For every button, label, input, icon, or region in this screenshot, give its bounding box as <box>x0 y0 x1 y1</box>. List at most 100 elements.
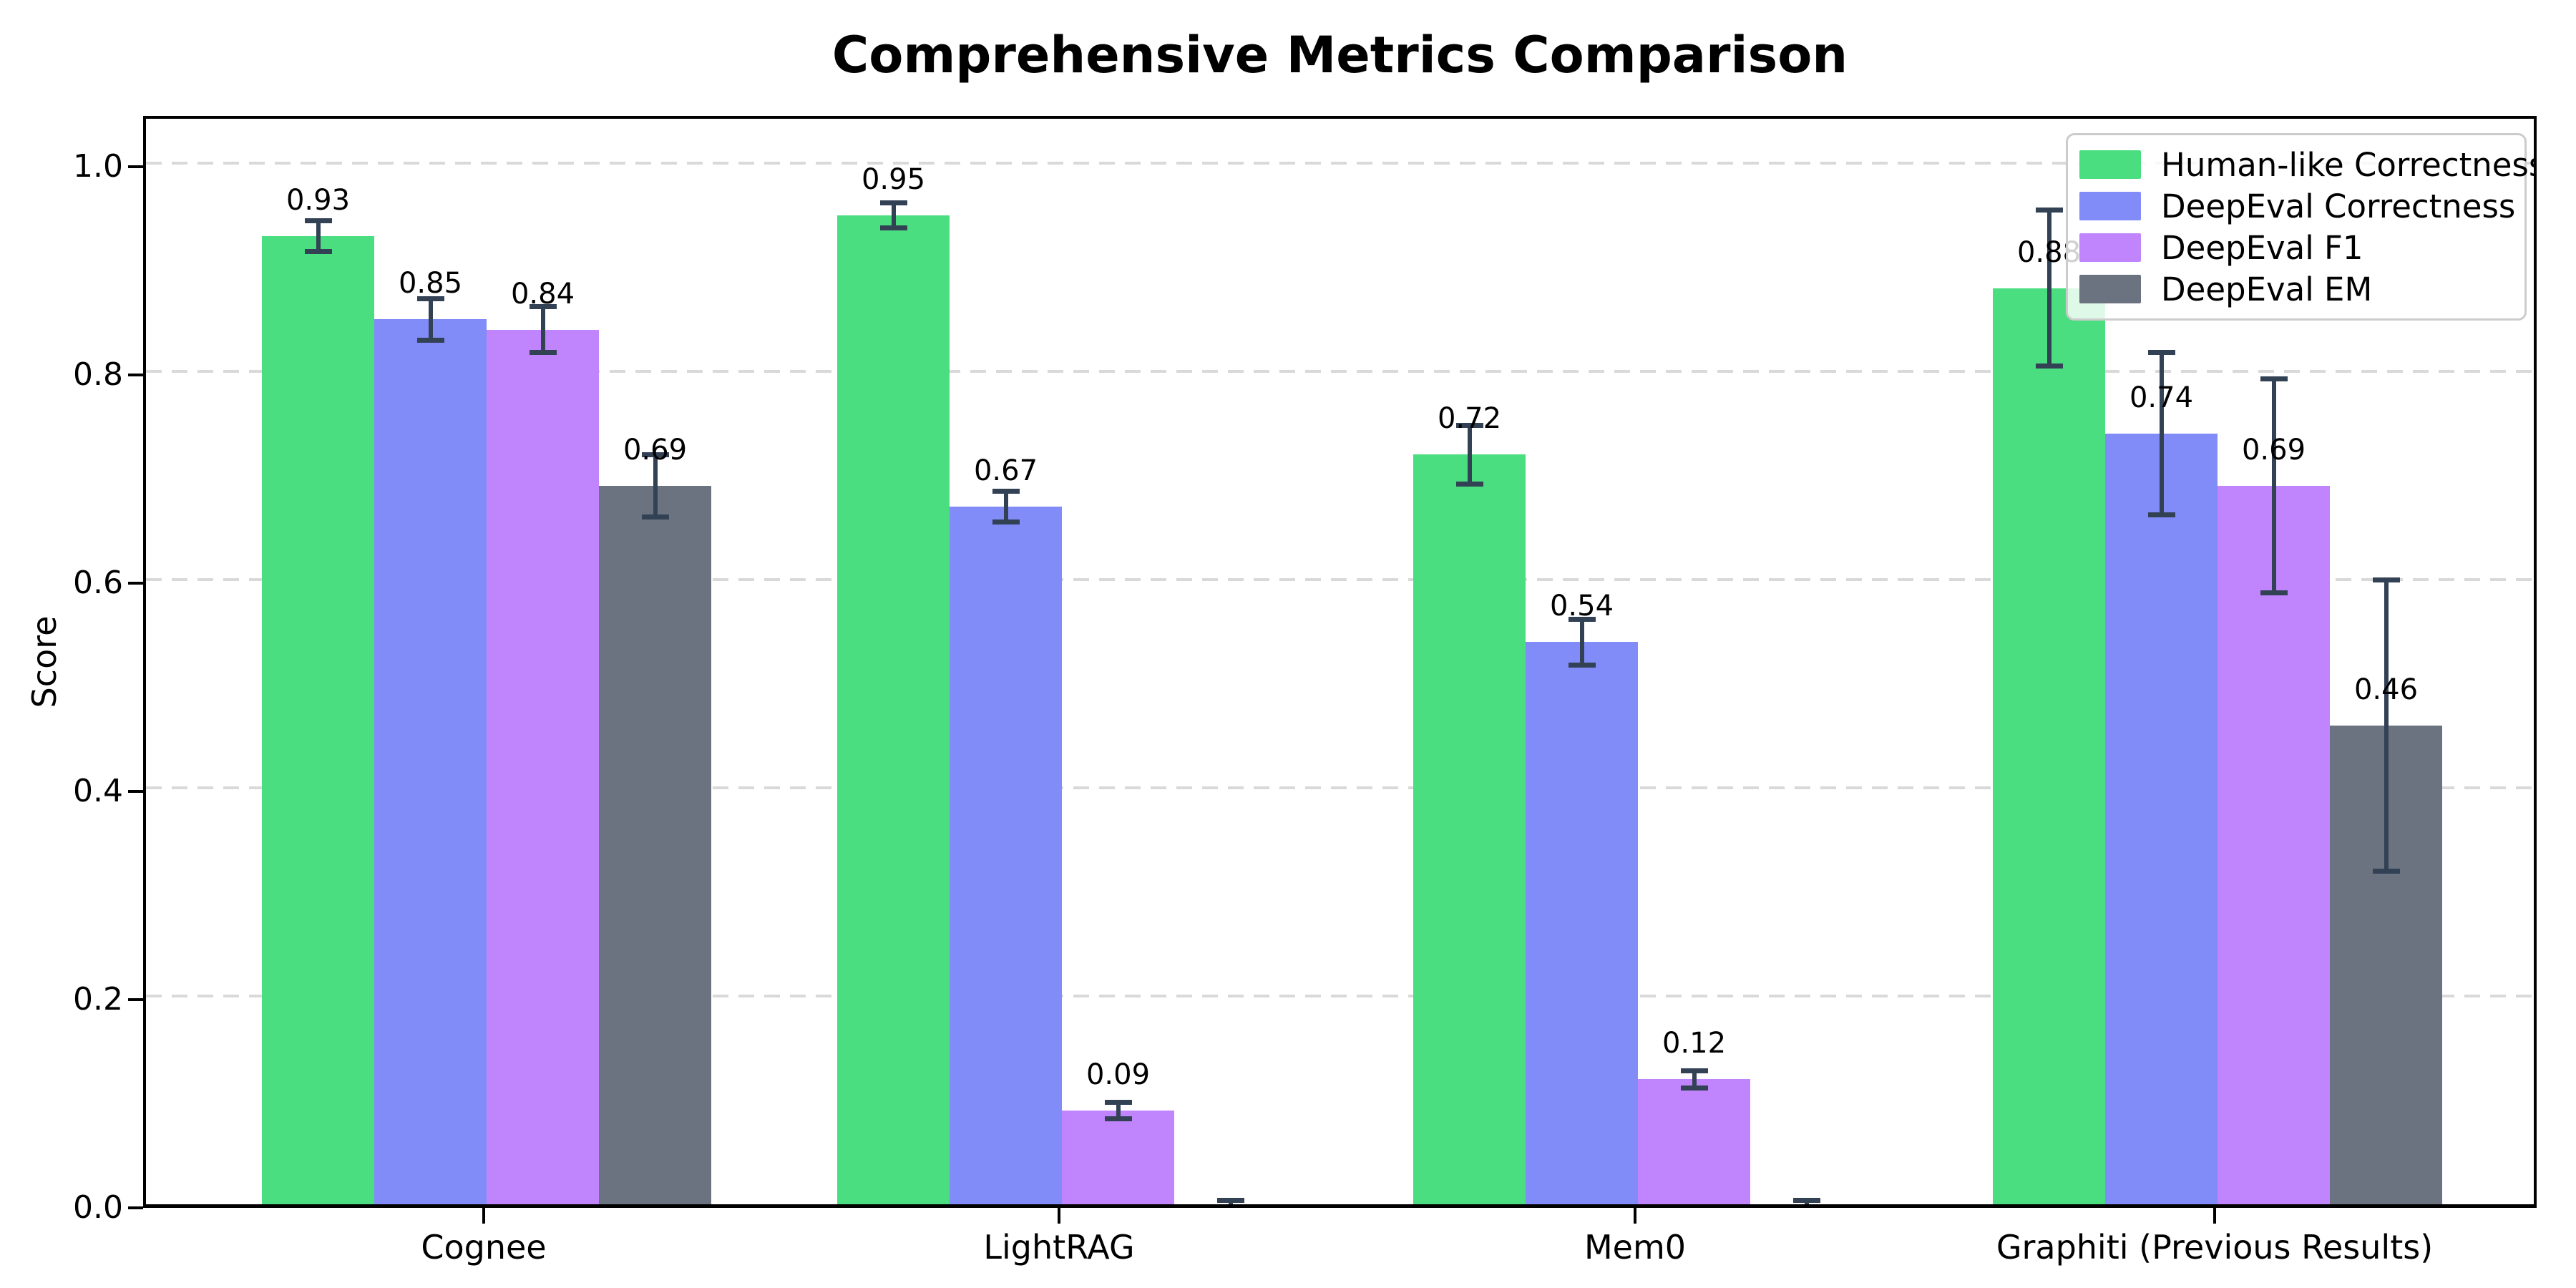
gridline-0.6 <box>146 578 2534 581</box>
y-tick-mark-1.0 <box>128 165 143 168</box>
error-bar-lightrag-series-1 <box>1003 491 1008 522</box>
y-tick-mark-0.8 <box>128 374 143 376</box>
legend-swatch-1 <box>2079 192 2141 220</box>
x-tick-mark-lightrag <box>1058 1208 1060 1224</box>
legend-item-0: Human-like Correctness <box>2079 144 2534 185</box>
error-bar-lightrag-series-2 <box>1116 1102 1121 1119</box>
bar-value-label-mem0-s1: 0.54 <box>1549 590 1614 623</box>
y-tick-mark-0.6 <box>128 582 143 585</box>
error-bar-cognee-series-3 <box>653 454 658 517</box>
error-cap-bottom-lightrag-s1 <box>992 519 1020 525</box>
error-cap-bottom-graphiti-previous-results-s2 <box>2260 590 2288 596</box>
bar-value-label-lightrag-s2: 0.09 <box>1085 1058 1151 1092</box>
error-cap-top-lightrag-s0 <box>879 200 907 205</box>
error-cap-top-graphiti-previous-results-s0 <box>2035 207 2063 213</box>
gridline-0.8 <box>146 370 2534 373</box>
error-cap-bottom-lightrag-s2 <box>1104 1116 1132 1122</box>
error-cap-bottom-mem0-s0 <box>1455 481 1483 487</box>
bar-lightrag-series-2 <box>1062 1111 1174 1204</box>
error-cap-top-graphiti-previous-results-s1 <box>2147 350 2175 356</box>
bar-value-label-mem0-s2: 0.12 <box>1662 1027 1727 1060</box>
error-cap-top-mem0-s3 <box>1792 1197 1820 1203</box>
error-cap-top-graphiti-previous-results-s3 <box>2372 577 2400 582</box>
x-tick-label-mem0: Mem0 <box>1584 1228 1687 1267</box>
plot-area: 0.93 0.85 0.84 0.69 0.95 0.67 0.09 0.72 0.54 0.12… <box>143 116 2537 1208</box>
y-axis-label: Score <box>25 615 64 708</box>
x-tick-label-graphiti-previous-results: Graphiti (Previous Results) <box>1996 1228 2434 1267</box>
legend-item-1: DeepEval Correctness <box>2079 185 2517 227</box>
legend-label-3: DeepEval EM <box>2161 270 2373 308</box>
bar-value-label-lightrag-s0: 0.95 <box>861 162 926 196</box>
bar-value-label-mem0-s0: 0.72 <box>1437 402 1502 436</box>
error-cap-bottom-mem0-s2 <box>1680 1085 1708 1091</box>
bar-cognee-series-1 <box>374 319 487 1204</box>
bar-value-label-graphiti-previous-results-s2: 0.69 <box>2241 434 2306 467</box>
x-tick-label-cognee: Cognee <box>421 1228 547 1267</box>
bar-value-label-cognee-s3: 0.69 <box>623 434 688 467</box>
bar-graphiti-previous-results-series-1 <box>2105 434 2218 1204</box>
bar-value-label-cognee-s0: 0.93 <box>286 183 351 217</box>
bar-cognee-series-3 <box>599 486 711 1204</box>
error-bar-mem0-series-0 <box>1467 425 1472 484</box>
x-tick-mark-graphiti-previous-results <box>2213 1208 2216 1224</box>
y-tick-label-0.2: 0.2 <box>73 981 123 1018</box>
chart-title: Comprehensive Metrics Comparison <box>831 26 1848 84</box>
error-bar-mem0-series-1 <box>1579 619 1584 665</box>
error-bar-cognee-series-2 <box>540 306 545 353</box>
error-cap-top-lightrag-s2 <box>1104 1099 1132 1105</box>
gridline-0.2 <box>146 995 2534 997</box>
error-cap-top-cognee-s1 <box>416 296 444 301</box>
bar-mem0-series-0 <box>1413 454 1526 1204</box>
bar-graphiti-previous-results-series-0 <box>1993 288 2105 1204</box>
bar-value-label-graphiti-previous-results-s1: 0.74 <box>2129 381 2194 415</box>
y-tick-label-0.8: 0.8 <box>73 356 123 393</box>
gridline-1.0 <box>146 162 2534 165</box>
error-cap-top-mem0-s0 <box>1455 423 1483 429</box>
bar-value-label-lightrag-s1: 0.67 <box>973 454 1038 488</box>
error-cap-top-mem0-s1 <box>1568 616 1596 622</box>
bar-cognee-series-2 <box>487 329 599 1204</box>
x-tick-label-lightrag: LightRAG <box>983 1228 1135 1267</box>
error-cap-top-mem0-s2 <box>1680 1068 1708 1074</box>
legend-item-3: DeepEval EM <box>2079 268 2517 310</box>
bar-value-label-cognee-s2: 0.84 <box>510 277 575 311</box>
error-bar-cognee-series-0 <box>316 220 321 252</box>
x-tick-mark-mem0 <box>1634 1208 1636 1224</box>
y-tick-mark-0.4 <box>128 790 143 793</box>
error-cap-bottom-cognee-s2 <box>529 350 557 356</box>
legend-swatch-0 <box>2079 150 2141 179</box>
y-tick-label-1.0: 1.0 <box>73 148 123 185</box>
bar-mem0-series-1 <box>1526 642 1638 1204</box>
error-cap-bottom-mem0-s1 <box>1568 662 1596 668</box>
legend: Human-like Correctness DeepEval Correctne… <box>2066 133 2534 321</box>
legend-label-0: Human-like Correctness <box>2161 145 2537 184</box>
bar-group-cognee: 0.93 0.85 0.84 0.69 <box>262 119 711 1204</box>
bar-value-label-graphiti-previous-results-s3: 0.46 <box>2353 673 2419 706</box>
legend-label-2: DeepEval F1 <box>2161 228 2363 267</box>
x-tick-mark-cognee <box>482 1208 485 1224</box>
error-cap-bottom-cognee-s3 <box>641 514 669 520</box>
error-cap-bottom-mem0-s3 <box>1793 1206 1820 1208</box>
bar-mem0-series-2 <box>1638 1079 1750 1204</box>
error-cap-bottom-cognee-s1 <box>416 337 444 343</box>
error-bar-mem0-series-2 <box>1692 1070 1697 1088</box>
error-cap-bottom-graphiti-previous-results-s3 <box>2372 868 2400 874</box>
y-tick-label-0.0: 0.0 <box>73 1189 123 1226</box>
error-cap-top-cognee-s0 <box>304 218 332 223</box>
bar-graphiti-previous-results-series-2 <box>2218 486 2330 1204</box>
legend-item-2: DeepEval F1 <box>2079 227 2517 268</box>
error-bar-graphiti-previous-results-series-1 <box>2159 352 2164 515</box>
bar-group-lightrag: 0.95 0.67 0.09 <box>837 119 1287 1204</box>
y-tick-label-0.6: 0.6 <box>73 565 123 601</box>
error-cap-bottom-lightrag-s0 <box>879 225 907 230</box>
bar-value-label-cognee-s1: 0.85 <box>398 267 463 301</box>
legend-swatch-3 <box>2079 275 2141 303</box>
error-cap-bottom-graphiti-previous-results-s1 <box>2147 512 2175 518</box>
gridline-0.4 <box>146 786 2534 789</box>
legend-label-1: DeepEval Correctness <box>2161 187 2516 225</box>
error-cap-bottom-graphiti-previous-results-s0 <box>2035 364 2063 369</box>
error-cap-top-lightrag-s1 <box>992 488 1020 494</box>
y-tick-label-0.4: 0.4 <box>73 773 123 809</box>
error-cap-top-lightrag-s3 <box>1216 1197 1244 1203</box>
